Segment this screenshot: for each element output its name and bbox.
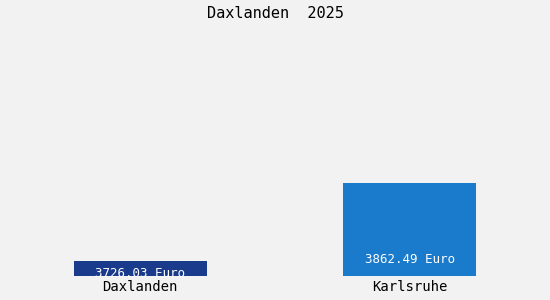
Bar bbox=[74, 261, 207, 276]
Text: 3726.03 Euro: 3726.03 Euro bbox=[95, 267, 185, 280]
Bar bbox=[343, 183, 476, 276]
Text: 3862.49 Euro: 3862.49 Euro bbox=[365, 253, 455, 266]
Title: Daxlanden  2025: Daxlanden 2025 bbox=[207, 6, 343, 21]
